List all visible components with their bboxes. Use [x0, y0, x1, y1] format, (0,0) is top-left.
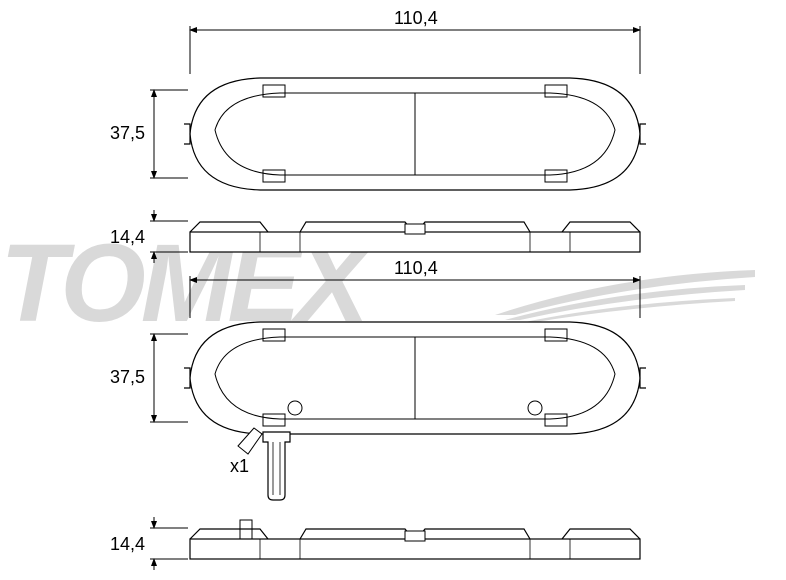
dim-height-bottom: 37,5: [110, 367, 145, 388]
dim-width-bottom: 110,4: [394, 258, 438, 279]
technical-drawing: [0, 0, 786, 580]
dim-thickness-top: 14,4: [110, 227, 145, 248]
brake-pad-top-face: [184, 78, 646, 190]
brake-pad-top-side: [190, 222, 640, 252]
bottom-width-dimension: [190, 276, 640, 318]
dim-thickness-bottom: 14,4: [110, 534, 145, 555]
brake-pad-bottom-side: [190, 520, 640, 559]
bottom-thickness-dimension: [150, 517, 188, 570]
dim-height-top: 37,5: [110, 123, 145, 144]
clip-quantity: x1: [230, 456, 249, 477]
top-thickness-dimension: [150, 210, 188, 263]
brake-pad-bottom-face: [184, 322, 646, 454]
bottom-height-dimension: [150, 334, 188, 422]
wear-indicator-clip: [263, 432, 290, 500]
top-height-dimension: [150, 90, 188, 178]
top-width-dimension: [190, 26, 640, 74]
dim-width-top: 110,4: [394, 8, 438, 29]
